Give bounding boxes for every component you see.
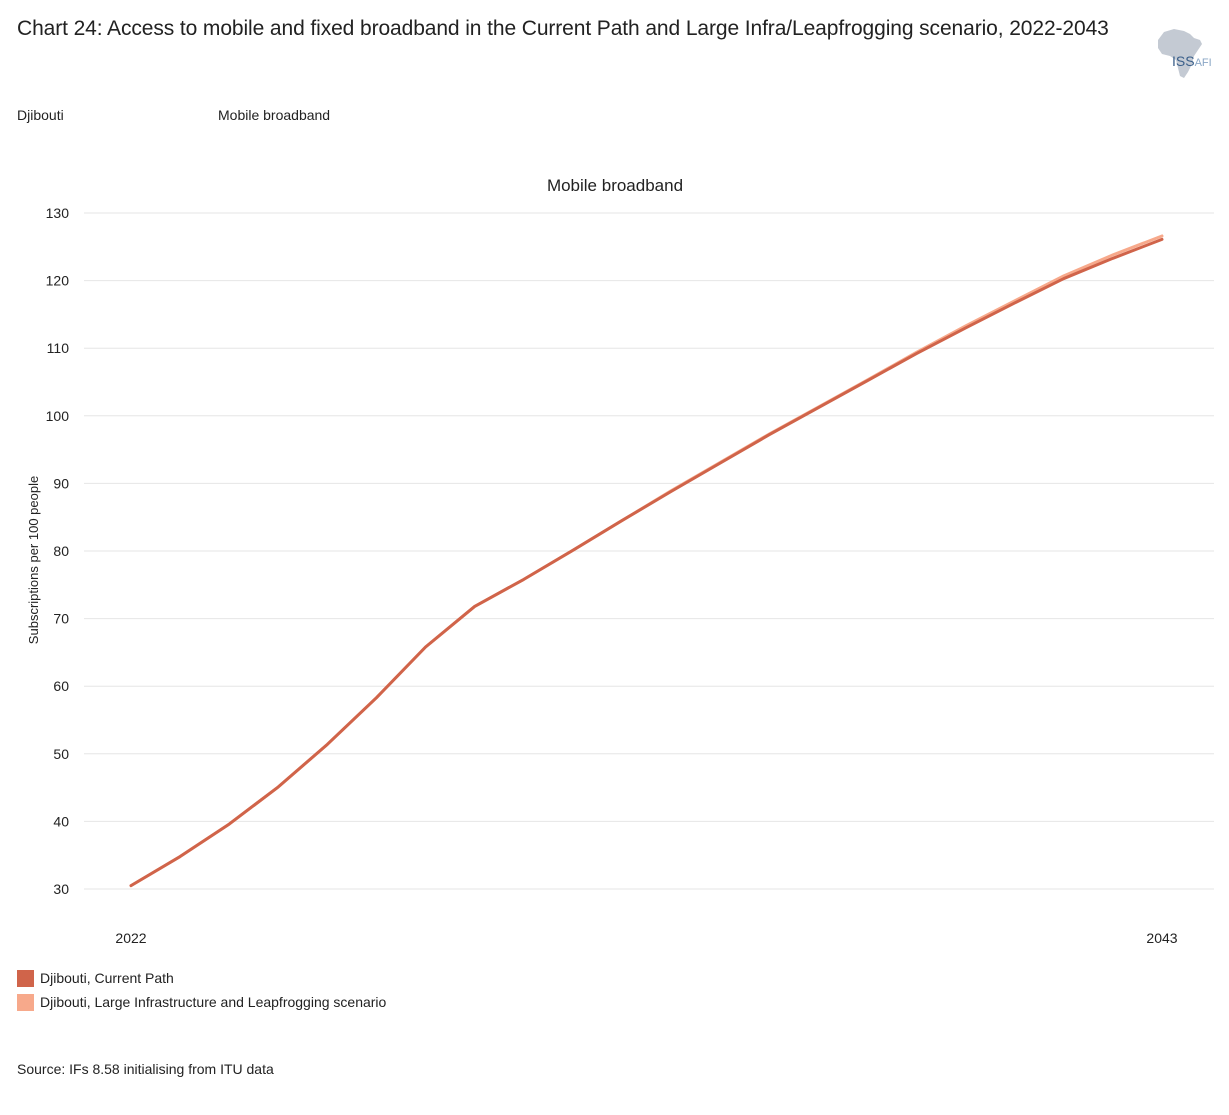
y-tick-label: 70	[53, 611, 69, 627]
legend: Djibouti, Current Path Djibouti, Large I…	[17, 966, 386, 1014]
legend-item-current-path[interactable]: Djibouti, Current Path	[17, 966, 386, 990]
legend-item-large-infra[interactable]: Djibouti, Large Infrastructure and Leapf…	[17, 990, 386, 1014]
y-tick-label: 50	[53, 746, 69, 762]
y-tick-label: 40	[53, 813, 69, 829]
iss-logo: ISSAFI	[1150, 26, 1220, 82]
y-tick-label: 90	[53, 475, 69, 491]
chart-title: Mobile broadband	[547, 176, 683, 195]
x-tick-label: 2043	[1146, 930, 1177, 946]
y-axis-title: Subscriptions per 100 people	[26, 476, 41, 644]
x-axis: 2022 2043	[115, 930, 1177, 946]
africa-map-icon	[1158, 29, 1202, 78]
logo-sub-text: AFI	[1194, 57, 1212, 69]
series-line-large-infra[interactable]	[129, 234, 1164, 888]
country-filter[interactable]: Djibouti	[17, 107, 64, 123]
y-tick-label: 110	[47, 340, 70, 356]
legend-label-large-infra: Djibouti, Large Infrastructure and Leapf…	[40, 994, 387, 1010]
y-tick-label: 80	[53, 543, 69, 559]
legend-swatch-large-infra	[17, 993, 34, 1011]
series-lines	[129, 234, 1164, 888]
y-tick-label: 30	[53, 881, 69, 897]
gridlines	[84, 212, 1214, 890]
line-chart: 30 40 50 60 70 80 90 100 110 120 130 2022 2043 Mobi…	[26, 176, 1214, 946]
y-tick-label: 130	[46, 205, 70, 221]
y-tick-label: 60	[53, 678, 69, 694]
page-title: Chart 24: Access to mobile and fixed bro…	[17, 17, 1109, 40]
logo-main-text: ISS	[1172, 53, 1195, 69]
y-tick-label: 120	[46, 273, 70, 289]
y-axis: 30 40 50 60 70 80 90 100 110 120 130	[46, 205, 70, 897]
y-tick-label: 100	[46, 408, 70, 424]
series-line-current-path[interactable]	[129, 237, 1164, 888]
legend-label-current-path: Djibouti, Current Path	[40, 970, 174, 986]
legend-swatch-current-path	[17, 969, 34, 987]
logo-text: ISSAFI	[1172, 53, 1212, 69]
source-note: Source: IFs 8.58 initialising from ITU d…	[17, 1061, 274, 1077]
x-tick-label: 2022	[115, 930, 146, 946]
metric-filter[interactable]: Mobile broadband	[218, 107, 331, 123]
